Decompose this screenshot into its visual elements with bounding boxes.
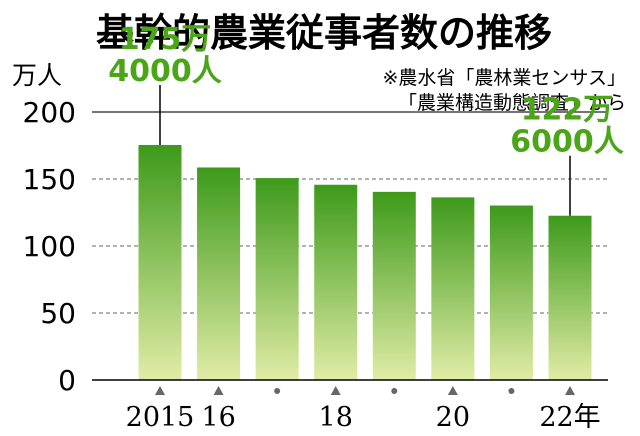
callout-label: 4000人 [108,54,222,89]
x-tick-label: 22年 [539,402,600,433]
x-tick-label: 16 [201,402,235,433]
bar-18 [314,184,358,380]
x-tick-label: 2015 [126,402,195,433]
bar-21 [489,205,533,380]
callout-label: 122万 [521,93,614,128]
x-marker [391,388,398,394]
x-marker [213,386,224,395]
bar-22 [548,215,592,380]
y-unit-label: 万人 [12,61,62,90]
bar-16 [197,167,241,380]
y-tick-label: 50 [40,297,76,330]
x-marker [447,386,458,395]
bar-17 [255,178,299,380]
y-tick-label: 200 [23,96,76,129]
chart-title: 基幹的農業従事者数の推移 [96,11,552,55]
x-markers [155,386,575,395]
callout-label: 6000人 [510,125,624,160]
x-marker [508,388,515,394]
x-marker [565,386,575,395]
source-note-line-1: ※農水省「農林業センサス」 [382,67,626,89]
y-tick-label: 0 [58,364,76,397]
bar-20 [431,197,475,380]
y-axis-ticks: 0 50 100 150 200 [23,96,76,397]
y-tick-label: 150 [23,163,76,196]
x-axis-ticks: 2015 16 18 20 22年 [126,402,601,433]
bar-2015 [138,144,182,380]
source-note-line-2: 「農業構造動態調査」から [398,92,626,114]
callout-label: 175万 [119,22,212,57]
x-tick-label: 18 [319,402,353,433]
y-tick-label: 100 [23,230,76,263]
x-marker [155,386,165,395]
bars [138,144,592,380]
x-marker [274,388,281,394]
x-tick-label: 20 [436,402,470,433]
x-marker [330,386,341,395]
bar-19 [372,191,416,380]
